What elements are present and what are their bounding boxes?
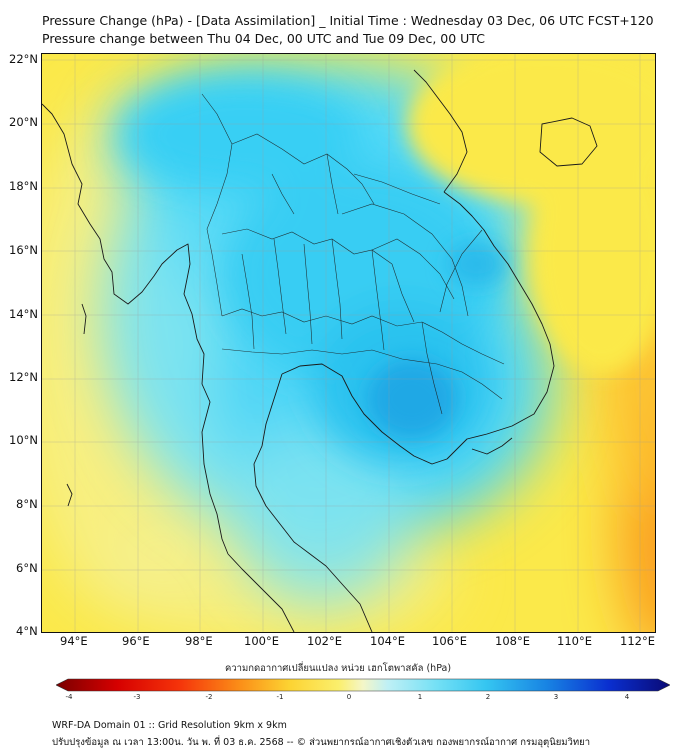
map-title: Pressure Change (hPa) - [Data Assimilati… [42, 12, 654, 48]
lon-label-112: 112°E [620, 634, 655, 648]
lat-label-14: 14°N [9, 307, 38, 321]
lat-label-10: 10°N [9, 433, 38, 447]
lat-label-4: 4°N [16, 624, 38, 638]
colorbar-graphic [55, 678, 671, 692]
lat-label-16: 16°N [9, 243, 38, 257]
lon-label-108: 108°E [495, 634, 530, 648]
province-borders [201, 93, 505, 415]
colorbar [55, 677, 671, 703]
colorbar-tick-neg2: -2 [205, 693, 213, 701]
footer-line-1: WRF-DA Domain 01 :: Grid Resolution 9km … [52, 720, 287, 731]
footer-line-2: ปรับปรุงข้อมูล ณ เวลา 13:00น. วัน พ. ที่… [52, 737, 591, 748]
title-line-2: Pressure change between Thu 04 Dec, 00 U… [42, 31, 485, 46]
lat-label-18: 18°N [9, 179, 38, 193]
title-line-1: Pressure Change (hPa) - [Data Assimilati… [42, 13, 654, 28]
coastlines [42, 69, 598, 632]
lon-label-96: 96°E [122, 634, 150, 648]
colorbar-tick-2: 2 [485, 693, 491, 701]
colorbar-tick-neg1: -1 [276, 693, 284, 701]
colorbar-tick-3: 3 [553, 693, 559, 701]
lon-label-106: 106°E [432, 634, 467, 648]
lat-label-6: 6°N [16, 561, 38, 575]
lon-label-104: 104°E [370, 634, 405, 648]
lat-label-8: 8°N [16, 497, 38, 511]
map-canvas [42, 54, 655, 632]
graticule [42, 54, 655, 632]
pressure-change-map [41, 53, 656, 633]
colorbar-tick-1: 1 [417, 693, 423, 701]
lon-label-110: 110°E [557, 634, 592, 648]
lat-label-22: 22°N [9, 52, 38, 66]
colorbar-tick-neg4: -4 [65, 693, 73, 701]
lon-label-94: 94°E [60, 634, 88, 648]
colorbar-tick-neg3: -3 [133, 693, 141, 701]
lat-label-12: 12°N [9, 370, 38, 384]
colorbar-title: ความกดอากาศเปลี่ยนแปลง หน่วย เฮกโตพาสคัล… [224, 663, 452, 674]
colorbar-tick-0: 0 [346, 693, 352, 701]
lon-label-100: 100°E [244, 634, 279, 648]
lat-label-20: 20°N [9, 115, 38, 129]
lon-label-98: 98°E [185, 634, 213, 648]
colorbar-tick-4: 4 [624, 693, 630, 701]
northeast-yellow [407, 54, 655, 374]
lon-label-102: 102°E [307, 634, 342, 648]
